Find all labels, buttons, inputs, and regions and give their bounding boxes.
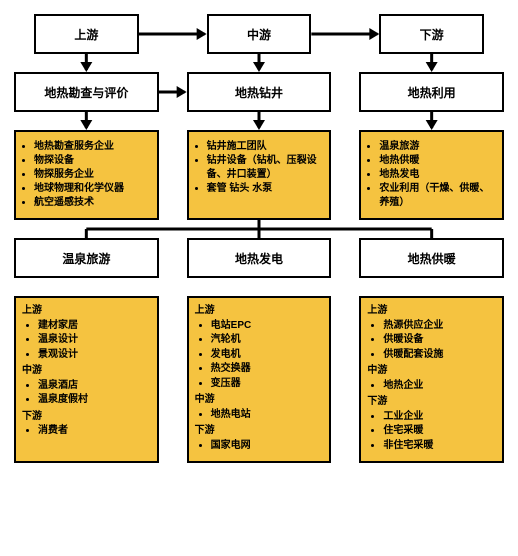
- list-item: 电站EPC: [211, 319, 324, 334]
- list-item: 建材家居: [38, 319, 151, 334]
- list-item: 地热电站: [211, 408, 324, 423]
- section-list: 温泉酒店温泉度假村: [22, 379, 151, 408]
- list-item: 套管 钻头 水泵: [207, 182, 324, 196]
- list-item: 国家电网: [211, 439, 324, 454]
- label: 地热供暖: [408, 250, 456, 267]
- section-list: 工业企业住宅采暖非住宅采暖: [367, 410, 496, 454]
- section-list: 建材家居温泉设计景观设计: [22, 319, 151, 363]
- ul: 地热勘查服务企业物探设备物探服务企业地球物理和化学仪器航空遥感技术: [20, 140, 151, 210]
- node-midstream: 中游: [207, 14, 312, 54]
- section-title: 中游: [367, 364, 496, 379]
- node-hotspring-tourism: 温泉旅游: [14, 238, 159, 278]
- panel-heating-chain: 上游热源供应企业供暖设备供暖配套设施中游地热企业下游工业企业住宅采暖非住宅采暖: [359, 296, 504, 463]
- list-item: 非住宅采暖: [383, 439, 496, 454]
- list-item: 物探设备: [34, 154, 151, 168]
- list-item: 消费者: [38, 424, 151, 439]
- label: 温泉旅游: [62, 250, 110, 267]
- list-item: 热源供应企业: [383, 319, 496, 334]
- flowchart-root: 上游 中游 下游 地热勘查与评价 地热钻井 地热利用 地热勘查服务企业物探设备物…: [14, 14, 504, 463]
- list-item: 地热勘查服务企业: [34, 140, 151, 154]
- list-item: 温泉旅游: [379, 140, 496, 154]
- list-item: 地热发电: [379, 168, 496, 182]
- section-list: 地热电站: [195, 408, 324, 423]
- list-item: 发电机: [211, 348, 324, 363]
- list-item: 供暖设备: [383, 333, 496, 348]
- list-item: 住宅采暖: [383, 424, 496, 439]
- list-item: 景观设计: [38, 348, 151, 363]
- ul: 钻井施工团队钻井设备（钻机、压裂设备、井口装置）套管 钻头 水泵: [193, 140, 324, 196]
- list-item: 农业利用（干燥、供暖、养殖）: [379, 182, 496, 210]
- ul: 温泉旅游地热供暖地热发电农业利用（干燥、供暖、养殖）: [365, 140, 496, 210]
- label: 地热发电: [235, 250, 283, 267]
- section-list: 国家电网: [195, 439, 324, 454]
- node-geothermal-power: 地热发电: [187, 238, 332, 278]
- node-upstream: 上游: [34, 14, 139, 54]
- list-item: 工业企业: [383, 410, 496, 425]
- node-geothermal-heating: 地热供暖: [359, 238, 504, 278]
- list-item: 物探服务企业: [34, 168, 151, 182]
- list-item: 供暖配套设施: [383, 348, 496, 363]
- section-list: 地热企业: [367, 379, 496, 394]
- list-item: 变压器: [211, 377, 324, 392]
- node-utilization: 地热利用: [359, 72, 504, 112]
- list-item: 地热企业: [383, 379, 496, 394]
- list-item: 温泉度假村: [38, 393, 151, 408]
- section-list: 热源供应企业供暖设备供暖配套设施: [367, 319, 496, 363]
- section-title: 下游: [195, 424, 324, 439]
- node-drilling: 地热钻井: [187, 72, 332, 112]
- label: 上游: [74, 26, 98, 43]
- section-title: 中游: [22, 364, 151, 379]
- node-downstream: 下游: [379, 14, 484, 54]
- section-title: 上游: [367, 304, 496, 319]
- list-drilling-items: 钻井施工团队钻井设备（钻机、压裂设备、井口装置）套管 钻头 水泵: [187, 130, 332, 220]
- label: 地热勘查与评价: [44, 84, 128, 101]
- label: 中游: [247, 26, 271, 43]
- panel-power-chain: 上游电站EPC汽轮机发电机热交换器变压器中游地热电站下游国家电网: [187, 296, 332, 463]
- section-list: 消费者: [22, 424, 151, 439]
- list-item: 地球物理和化学仪器: [34, 182, 151, 196]
- panel-hotspring-chain: 上游建材家居温泉设计景观设计中游温泉酒店温泉度假村下游消费者: [14, 296, 159, 463]
- section-title: 下游: [22, 410, 151, 425]
- label: 地热钻井: [235, 84, 283, 101]
- list-utilization-items: 温泉旅游地热供暖地热发电农业利用（干燥、供暖、养殖）: [359, 130, 504, 220]
- section-title: 上游: [22, 304, 151, 319]
- section-list: 电站EPC汽轮机发电机热交换器变压器: [195, 319, 324, 392]
- list-item: 热交换器: [211, 362, 324, 377]
- list-item: 温泉设计: [38, 333, 151, 348]
- label: 地热利用: [408, 84, 456, 101]
- list-item: 钻井施工团队: [207, 140, 324, 154]
- node-exploration: 地热勘查与评价: [14, 72, 159, 112]
- list-item: 汽轮机: [211, 333, 324, 348]
- list-item: 钻井设备（钻机、压裂设备、井口装置）: [207, 154, 324, 182]
- list-item: 温泉酒店: [38, 379, 151, 394]
- list-exploration-items: 地热勘查服务企业物探设备物探服务企业地球物理和化学仪器航空遥感技术: [14, 130, 159, 220]
- list-item: 地热供暖: [379, 154, 496, 168]
- section-title: 上游: [195, 304, 324, 319]
- label: 下游: [420, 26, 444, 43]
- section-title: 中游: [195, 393, 324, 408]
- list-item: 航空遥感技术: [34, 196, 151, 210]
- section-title: 下游: [367, 395, 496, 410]
